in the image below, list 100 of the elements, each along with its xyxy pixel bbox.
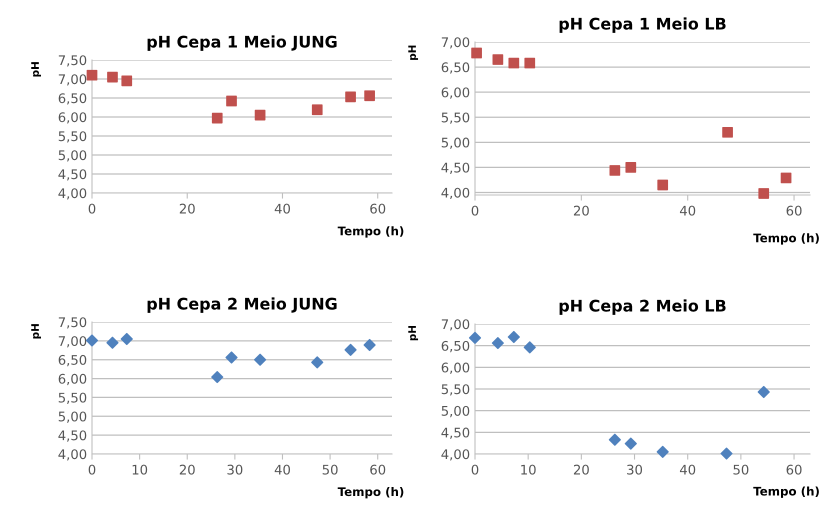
y-tick-label: 5,00 [442,406,470,418]
y-tick-label: 4,00 [441,188,470,200]
y-tick-label: 5,50 [58,392,86,404]
y-tick-label: 7,50 [58,55,86,67]
y-tick-label: 6,00 [442,362,470,374]
x-tick-label: 0 [88,464,96,475]
point [121,76,132,86]
x-tick-label: 60 [786,206,802,216]
y-axis-title: pH [408,326,418,340]
point [364,90,375,102]
y-axis-title: pH [31,62,41,77]
point [120,332,133,346]
y-tick-label: 5,50 [442,112,470,124]
y-tick-label: 4,00 [58,188,86,200]
y-tick-label: 6,50 [442,340,470,352]
x-tick-label: 40 [274,204,290,214]
x-axis-title: Tempo (h) [338,487,404,498]
x-tick-label: 50 [733,464,748,475]
point [364,338,376,352]
y-tick-label: 6,00 [58,374,86,386]
point [608,434,621,446]
x-tick-label: 60 [786,464,802,475]
point [468,332,482,344]
y-tick-label: 4,50 [441,428,470,439]
point [508,330,520,344]
point [471,48,482,58]
x-tick-label: 50 [322,464,338,475]
chart-title: pH Cepa 2 Meio LB [560,299,726,315]
x-axis-title: Tempo (h) [753,233,819,245]
point [758,386,770,398]
x-tick-label: 30 [227,464,242,475]
y-tick-label: 4,50 [58,169,86,181]
point [524,341,536,354]
x-tick-label: 40 [274,464,290,475]
y-tick-label: 4,00 [441,449,470,461]
x-tick-label: 0 [472,464,478,475]
point [345,92,356,102]
y-tick-label: 4,50 [441,162,470,174]
point [720,447,733,460]
x-axis-title: Tempo (h) [753,486,819,498]
y-tick-label: 7,00 [58,336,86,348]
point [226,96,237,106]
point [254,354,266,366]
y-tick-label: 6,00 [58,112,86,124]
point [225,351,238,364]
point [657,180,668,190]
y-tick-label: 4,50 [58,430,86,442]
y-tick-label: 5,00 [58,150,86,162]
point [107,72,118,82]
point [780,172,792,184]
y-tick-label: 4,00 [58,449,86,461]
y-tick-label: 7,00 [442,319,470,331]
x-tick-label: 40 [680,206,696,216]
x-tick-label: 10 [132,464,148,475]
point [492,336,504,350]
y-axis-title: pH [31,324,41,338]
point [86,70,98,81]
y-tick-label: 7,00 [58,74,86,86]
x-tick-label: 10 [521,464,536,475]
point [254,110,266,120]
point [86,334,98,347]
chart-title: pH Cepa 1 Meio LB [560,17,726,33]
point [722,126,733,138]
point [106,336,119,349]
x-tick-label: 20 [180,464,195,475]
x-tick-label: 40 [680,464,696,475]
x-tick-label: 20 [180,204,195,214]
x-tick-label: 60 [370,204,386,214]
x-tick-label: 60 [370,464,386,475]
y-tick-label: 7,50 [58,317,86,329]
y-tick-label: 5,50 [442,384,470,396]
y-tick-label: 5,00 [442,138,470,149]
y-tick-label: 6,00 [442,87,470,99]
point [625,162,636,173]
point [211,370,224,384]
y-tick-label: 5,00 [58,412,86,423]
point [624,438,637,450]
point [758,188,770,199]
x-tick-label: 30 [627,464,642,475]
chart-title: pH Cepa 1 Meio JUNG [148,35,337,51]
point [492,54,504,65]
y-tick-label: 6,50 [58,354,86,366]
y-axis-title: pH [408,46,418,60]
point [312,104,323,116]
chart-title: pH Cepa 2 Meio JUNG [148,297,337,313]
point [508,58,520,68]
point [311,356,324,368]
x-tick-label: 20 [574,464,589,475]
point [344,344,357,356]
y-tick-label: 5,50 [58,131,86,143]
x-tick-label: 0 [88,204,96,214]
point [524,58,536,68]
y-tick-label: 7,00 [442,37,470,49]
x-tick-label: 0 [472,206,478,216]
point [609,165,620,176]
point [656,446,669,458]
point [212,112,223,124]
x-tick-label: 20 [574,206,589,216]
y-tick-label: 6,50 [58,93,86,105]
y-tick-label: 6,50 [442,62,470,74]
